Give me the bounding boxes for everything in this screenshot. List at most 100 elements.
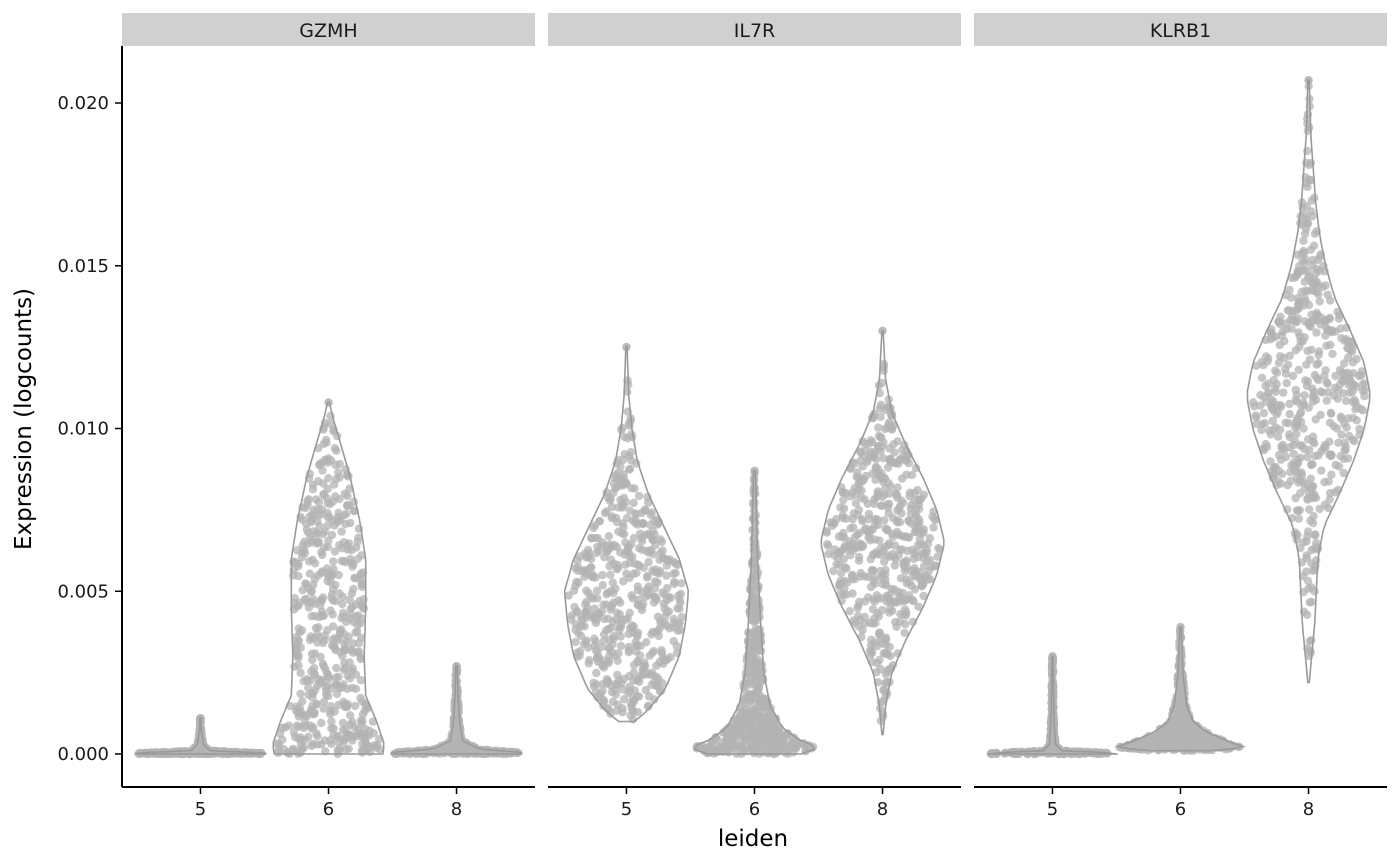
data-point [1291,493,1300,503]
data-point [642,668,651,678]
data-point [341,725,350,734]
data-point [888,532,898,542]
data-point [875,628,884,637]
data-point [304,732,313,741]
data-point [854,556,864,565]
data-point [172,748,181,757]
data-point [625,465,634,474]
x-tick-label: 6 [749,799,760,820]
data-point [315,678,324,687]
data-point [338,599,347,609]
data-point [848,571,857,581]
data-point [1285,409,1294,419]
data-point [864,593,873,602]
data-point [750,666,759,676]
data-point [289,728,298,737]
data-point [1252,419,1261,429]
data-point [874,442,883,451]
data-point [618,476,627,486]
data-point [643,571,652,581]
data-point [348,736,357,745]
data-point [1326,340,1335,350]
data-point [629,696,639,705]
data-point [647,680,656,689]
data-point [324,474,333,483]
data-point [323,521,332,530]
data-point [613,560,622,570]
facet-strip-klrb1 [974,13,1387,46]
data-point [335,589,344,598]
data-point [311,495,321,504]
data-point [1345,431,1354,441]
data-point [1299,236,1308,245]
data-point [1339,389,1348,398]
data-point [1162,728,1171,738]
data-point [1278,444,1287,454]
violin-marks [134,76,1371,759]
data-point [294,722,303,731]
data-point [928,512,937,521]
data-point [1321,281,1330,290]
data-point [842,514,851,523]
violin-klrb1-cluster-6 [1114,622,1247,755]
data-point [1310,531,1320,540]
data-point [356,569,366,578]
data-point [1251,411,1260,420]
data-point [357,633,366,642]
data-point [356,676,366,685]
data-point [880,679,890,688]
data-point [319,704,328,713]
data-point [627,591,636,600]
data-point [1329,422,1339,431]
data-point [829,566,838,576]
data-point [1340,438,1349,448]
violin-gzmh-cluster-5 [134,713,267,759]
data-point [765,739,775,749]
data-point [612,513,621,523]
data-point [748,638,757,647]
violin-outline [390,665,523,755]
data-point [323,498,333,508]
data-point [1078,748,1088,757]
data-point [1324,477,1333,486]
data-point [869,550,878,559]
data-point [353,620,362,630]
data-point [1285,399,1294,409]
data-point [339,612,348,622]
data-point [853,510,863,520]
data-point [1272,380,1281,389]
data-point [631,516,640,525]
data-point [671,568,680,578]
x-tick-label: 8 [451,799,462,820]
data-point [1048,711,1057,720]
data-point [640,506,650,515]
data-point [1151,741,1160,750]
data-point [1262,397,1271,406]
data-point [853,603,862,613]
data-point [632,509,641,519]
data-point [320,631,330,640]
data-point [1280,336,1289,346]
data-point [326,701,336,711]
data-point [1281,369,1291,378]
data-point [301,503,310,513]
data-point [627,430,636,439]
data-point [564,591,573,600]
data-point [592,586,602,595]
data-point [297,552,307,562]
data-point [624,642,634,652]
data-point [301,721,310,731]
data-point [308,701,317,711]
data-point [621,497,631,507]
violin-gzmh-cluster-6 [272,398,385,759]
data-point [294,601,303,610]
data-point [573,566,583,576]
data-point [882,591,891,601]
data-point [597,643,606,652]
data-point [293,636,302,645]
data-point [619,695,629,704]
data-point [593,594,602,603]
data-point [868,619,877,628]
data-point [630,484,639,493]
data-point [1325,315,1334,324]
